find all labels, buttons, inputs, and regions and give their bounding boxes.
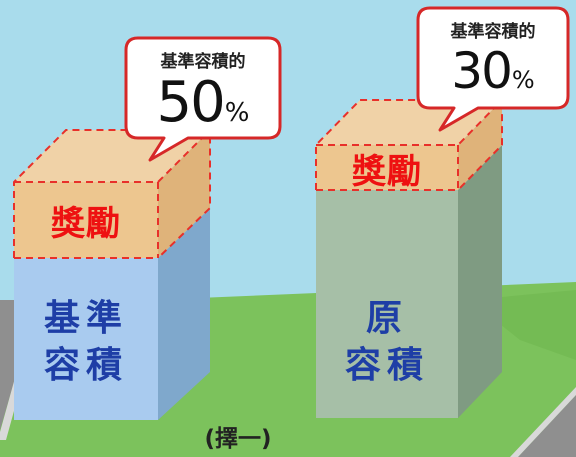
- left-building-side: [158, 208, 210, 420]
- road-right-edge: [510, 387, 576, 457]
- choose-one-label: (擇一): [204, 426, 272, 452]
- right-speech-bubble: [416, 6, 570, 132]
- left-bubble-unit: %: [224, 98, 250, 128]
- left-building: [13, 129, 211, 420]
- right-building-front: [316, 190, 458, 418]
- left-reward-front: [14, 182, 158, 258]
- right-building-side: [458, 145, 502, 418]
- right-bubble-percentage: 30 %: [418, 42, 568, 104]
- right-reward-label: 獎勵: [352, 151, 422, 192]
- left-base-line1: 基準: [43, 298, 128, 339]
- right-reward-front: [316, 145, 458, 190]
- left-speech-bubble: [124, 36, 282, 162]
- left-reward-label: 獎勵: [51, 203, 121, 244]
- left-reward-side: [158, 130, 210, 258]
- left-bubble-number: 50: [156, 70, 226, 135]
- right-base-line2: 容積: [344, 345, 429, 386]
- left-building-front: [14, 258, 158, 420]
- right-reward-dash-inner: [316, 99, 503, 146]
- left-bubble-caption: 基準容積的: [160, 51, 246, 72]
- right-reward-side: [458, 100, 502, 190]
- right-bubble-number: 30: [451, 42, 513, 100]
- right-base-line1: 原: [365, 298, 408, 339]
- right-bubble-caption: 基準容積的: [450, 21, 536, 42]
- right-bubble-unit: %: [511, 66, 535, 94]
- right-reward-dash: [315, 99, 503, 191]
- left-base-volume-label: 基準 容積: [14, 292, 158, 392]
- left-base-line2: 容積: [43, 345, 128, 386]
- left-bubble-percentage: 50 %: [126, 70, 280, 135]
- right-original-volume-label: 原 容積: [316, 292, 458, 392]
